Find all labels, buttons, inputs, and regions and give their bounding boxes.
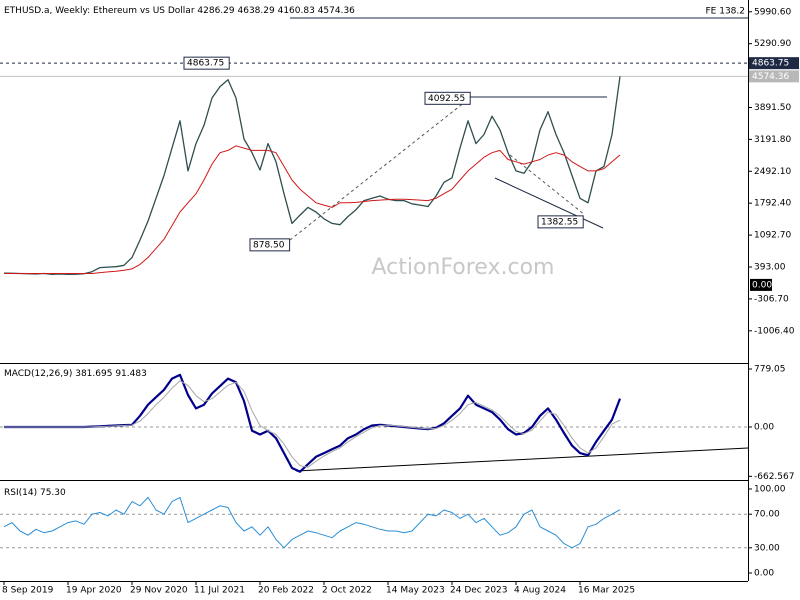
y-tick-label: 5990.60 bbox=[754, 7, 791, 17]
y-tick-label: -662.567 bbox=[754, 472, 794, 482]
y-tick-label: 3891.50 bbox=[754, 103, 791, 113]
x-tick-label: 16 Mar 2025 bbox=[578, 586, 635, 596]
swing-label-box bbox=[183, 56, 230, 70]
y-tick-label: 1792.40 bbox=[754, 199, 791, 209]
series-line bbox=[4, 145, 621, 274]
frame bbox=[0, 0, 749, 582]
chart-title: ETHUSD.a, Weekly: Ethereum vs US Dollar … bbox=[4, 6, 355, 16]
y-tick-label: 30.00 bbox=[754, 543, 780, 553]
y-tick-label: 0.00 bbox=[754, 423, 774, 433]
swing-label: 4092.55 bbox=[428, 94, 465, 104]
x-tick-label: 20 Feb 2022 bbox=[258, 586, 314, 596]
price-label-box bbox=[749, 70, 799, 83]
swing-label-box bbox=[424, 91, 471, 105]
x-tick-label: 19 Apr 2020 bbox=[66, 586, 122, 596]
zero-marker-box bbox=[750, 278, 772, 291]
drawings bbox=[289, 96, 749, 472]
trend-line bbox=[289, 97, 471, 241]
trend-line bbox=[494, 177, 604, 229]
series-line bbox=[4, 380, 621, 468]
price-label-box bbox=[749, 57, 799, 70]
swing-label: 878.50 bbox=[253, 240, 285, 250]
price-label: 4574.36 bbox=[752, 72, 789, 82]
x-tick-label: 11 Jul 2021 bbox=[194, 586, 245, 596]
y-tick-label: 2492.10 bbox=[754, 167, 791, 177]
y-tick-label: 70.00 bbox=[754, 510, 780, 520]
y-tick-label: 3191.80 bbox=[754, 135, 791, 145]
x-tick-label: 14 May 2023 bbox=[386, 586, 445, 596]
swing-label: 1382.55 bbox=[541, 217, 578, 227]
y-tick-label: -306.70 bbox=[754, 294, 789, 304]
indicator-label: MACD(12,26,9) 381.695 91.483 bbox=[4, 369, 147, 379]
zero-marker-label: 0.00 bbox=[752, 280, 772, 290]
x-tick-label: 2 Oct 2022 bbox=[322, 586, 372, 596]
x-tick-label: 24 Dec 2023 bbox=[450, 586, 508, 596]
series-line bbox=[3, 76, 621, 276]
y-tick-label: -1006.40 bbox=[754, 326, 795, 336]
trend-line bbox=[295, 447, 749, 472]
series-line bbox=[3, 496, 621, 549]
y-tick-label: 0.00 bbox=[754, 569, 774, 579]
y-tick-label: 779.05 bbox=[754, 365, 786, 375]
swing-label-box bbox=[249, 238, 291, 252]
fe-label: FE 138.2 bbox=[706, 7, 746, 17]
y-tick-label: 1092.70 bbox=[754, 231, 791, 241]
x-tick-label: 8 Sep 2019 bbox=[2, 586, 54, 596]
price-label: 4863.75 bbox=[752, 59, 789, 69]
watermark: ActionForex.com bbox=[372, 255, 555, 280]
x-tick-label: 4 Aug 2024 bbox=[514, 586, 566, 596]
trend-line bbox=[509, 154, 586, 216]
x-tick-label: 29 Nov 2020 bbox=[130, 586, 188, 596]
y-tick-label: 393.00 bbox=[754, 262, 786, 272]
swing-label: 4863.75 bbox=[187, 59, 224, 69]
y-tick-label: 5290.90 bbox=[754, 39, 791, 49]
y-tick-label: 100.00 bbox=[754, 484, 786, 494]
swing-label-box bbox=[537, 215, 584, 229]
indicator-label: RSI(14) 75.30 bbox=[4, 488, 66, 498]
